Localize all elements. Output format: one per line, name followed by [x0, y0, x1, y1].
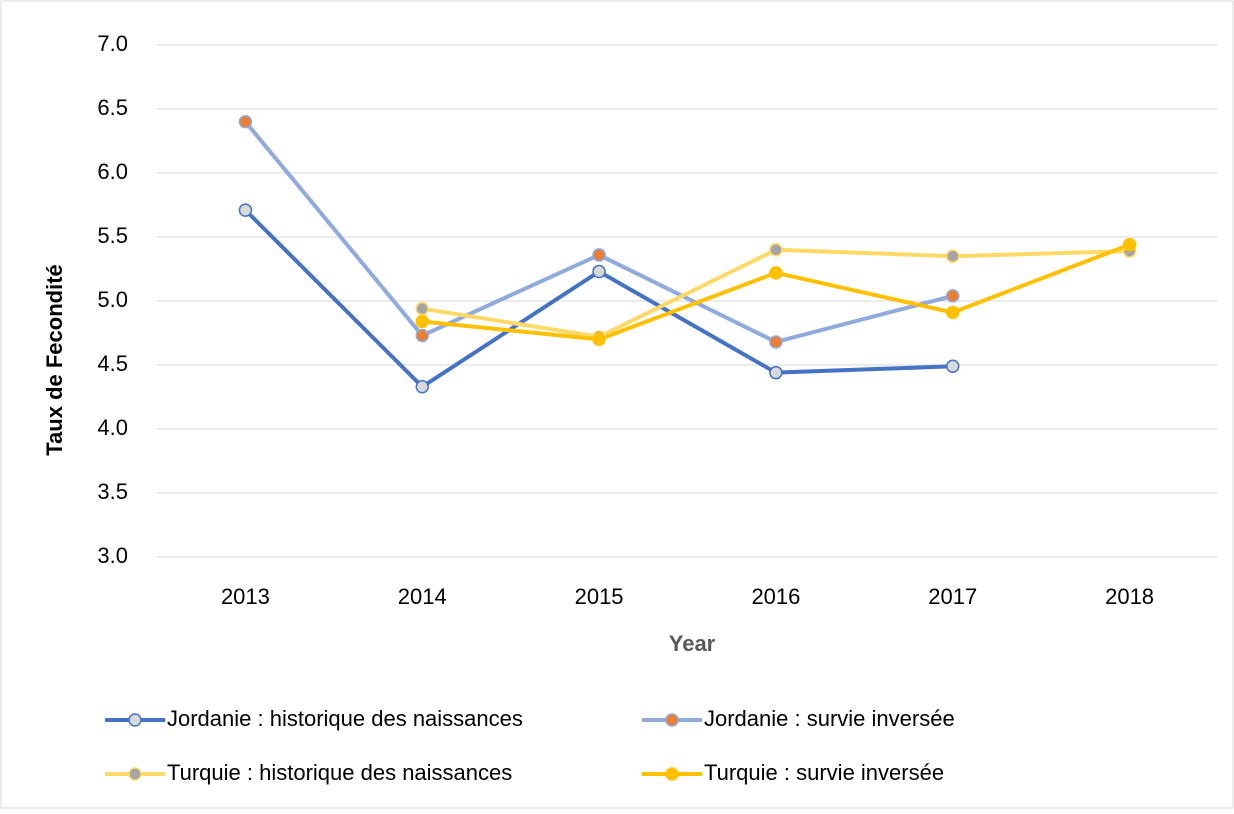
data-point: [415, 328, 429, 343]
legend-label: Jordanie : historique des naissances: [167, 706, 523, 731]
legend-marker: [128, 767, 142, 781]
legend-label: Turquie : survie inversée: [704, 760, 944, 785]
x-tick-label: 2017: [928, 584, 977, 609]
data-point: [592, 264, 606, 279]
data-point: [946, 289, 960, 303]
data-point: [415, 380, 429, 394]
data-point: [592, 248, 606, 262]
legend-label: Turquie : historique des naissances: [167, 760, 512, 785]
data-point: [415, 301, 429, 316]
y-tick-label: 4.5: [97, 351, 128, 376]
legend-marker: [128, 713, 142, 727]
data-point: [238, 203, 253, 217]
y-tick-label: 6.5: [97, 95, 128, 120]
legend-marker: [665, 713, 679, 727]
y-tick-label: 5.0: [97, 287, 128, 312]
data-point: [1122, 237, 1137, 252]
x-tick-label: 2016: [751, 584, 800, 609]
data-point: [592, 332, 606, 347]
data-point: [769, 243, 783, 257]
x-axis-title: Year: [669, 631, 716, 656]
x-tick-label: 2014: [398, 584, 447, 609]
x-tick-label: 2015: [575, 584, 624, 609]
x-tick-label: 2018: [1105, 584, 1154, 609]
data-point: [946, 305, 960, 320]
data-point: [415, 314, 429, 329]
data-point: [238, 115, 253, 129]
legend-label: Jordanie : survie inversée: [704, 706, 955, 731]
data-point: [769, 365, 783, 380]
data-point: [946, 249, 960, 263]
data-point: [769, 266, 783, 280]
y-tick-label: 3.5: [97, 479, 128, 504]
y-axis-title: Taux de Fecondité: [42, 264, 67, 456]
y-tick-label: 6.0: [97, 159, 128, 184]
legend-marker: [665, 767, 679, 781]
y-tick-label: 3.0: [97, 543, 128, 568]
y-tick-label: 5.5: [97, 223, 128, 248]
y-tick-label: 7.0: [97, 31, 128, 56]
x-tick-label: 2013: [221, 584, 270, 609]
data-point: [769, 335, 783, 349]
y-tick-label: 4.0: [97, 415, 128, 440]
data-point: [946, 359, 960, 374]
